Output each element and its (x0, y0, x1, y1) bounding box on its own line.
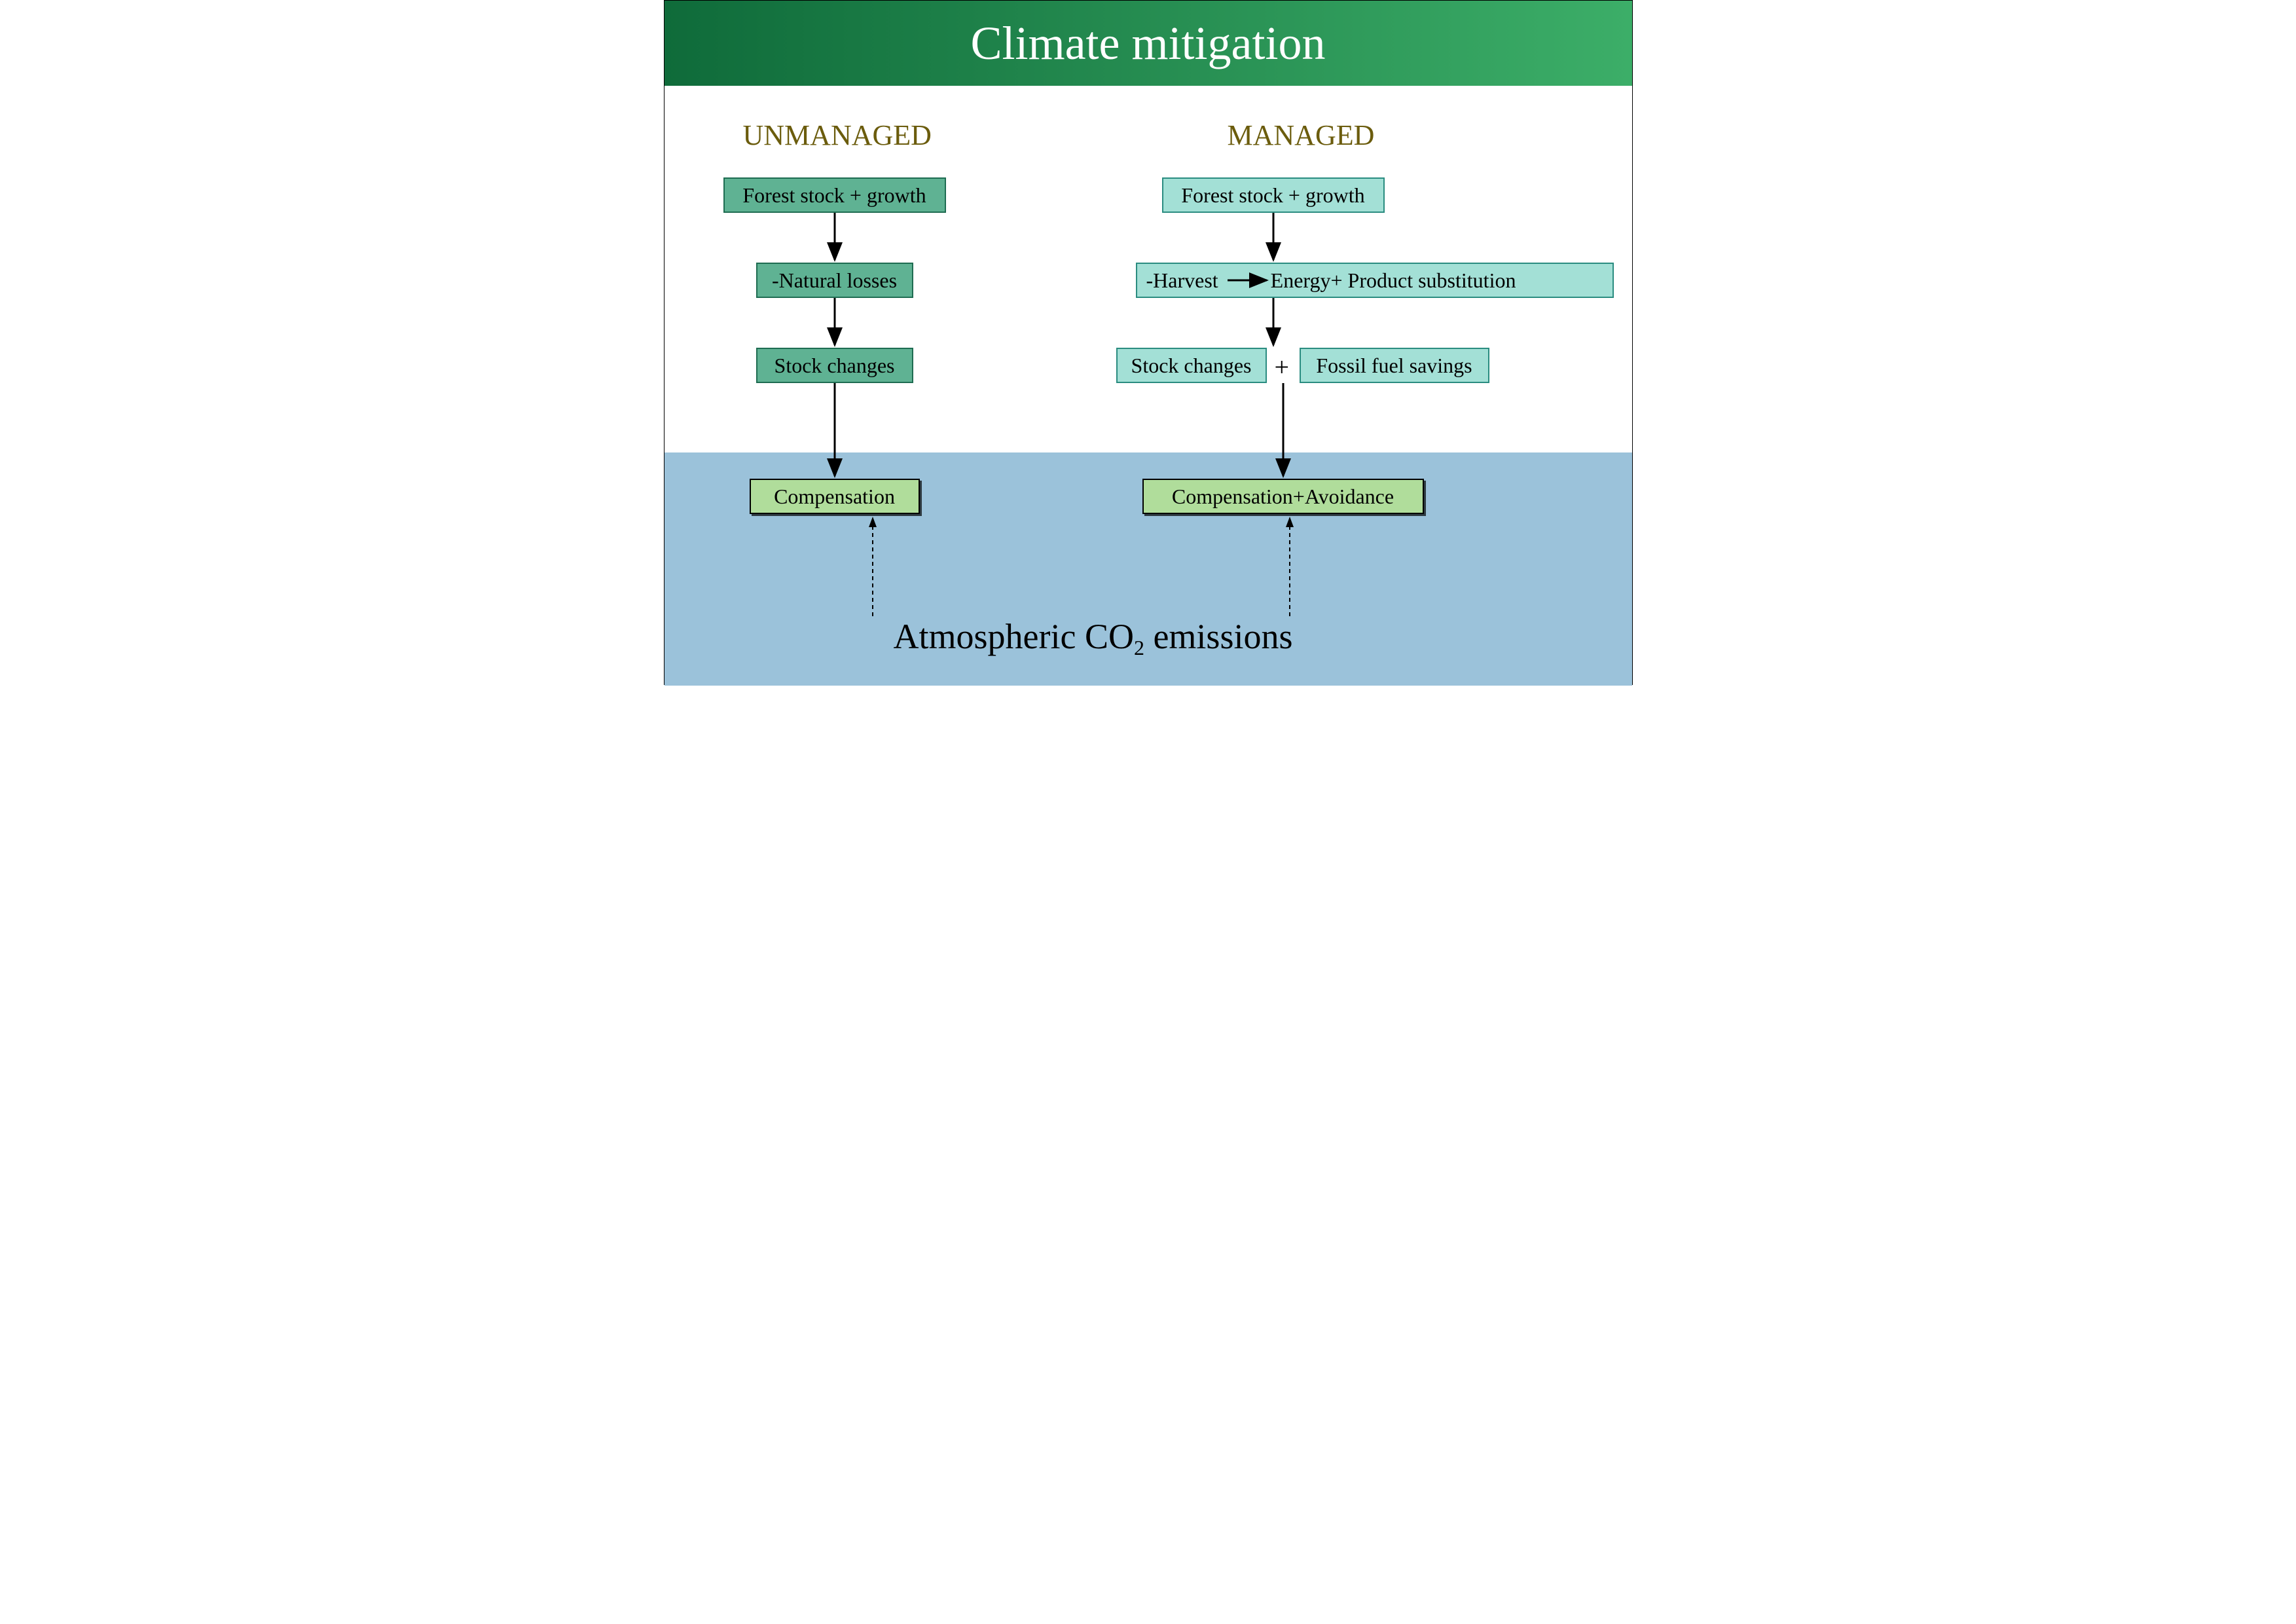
co2-suffix: emissions (1144, 617, 1293, 656)
co2-prefix: Atmospheric CO (894, 617, 1134, 656)
header-unmanaged: UNMANAGED (743, 119, 932, 152)
atmospheric-co2-label: Atmospheric CO2 emissions (894, 616, 1293, 657)
header-managed: MANAGED (1228, 119, 1375, 152)
box-fossil-fuel-savings: Fossil fuel savings (1300, 348, 1489, 383)
box-compensation: Compensation (750, 479, 920, 514)
title-bar: Climate mitigation (665, 1, 1632, 86)
box-forest-stock-managed: Forest stock + growth (1162, 177, 1385, 213)
harvest-label: -Harvest (1146, 268, 1218, 293)
co2-sub: 2 (1134, 636, 1144, 659)
box-stock-changes-unmanaged: Stock changes (756, 348, 913, 383)
box-compensation-avoidance: Compensation+Avoidance (1142, 479, 1424, 514)
box-harvest-energy: -Harvest Energy+ Product substitution (1136, 263, 1614, 298)
box-natural-losses: -Natural losses (756, 263, 913, 298)
box-stock-changes-managed: Stock changes (1116, 348, 1267, 383)
title-text: Climate mitigation (971, 16, 1326, 71)
energy-label: Energy+ Product substitution (1271, 268, 1516, 293)
slide: Climate mitigation UNMANAGED MANAGED For… (664, 0, 1633, 685)
plus-sign: + (1275, 352, 1290, 382)
box-forest-stock-unmanaged: Forest stock + growth (723, 177, 946, 213)
